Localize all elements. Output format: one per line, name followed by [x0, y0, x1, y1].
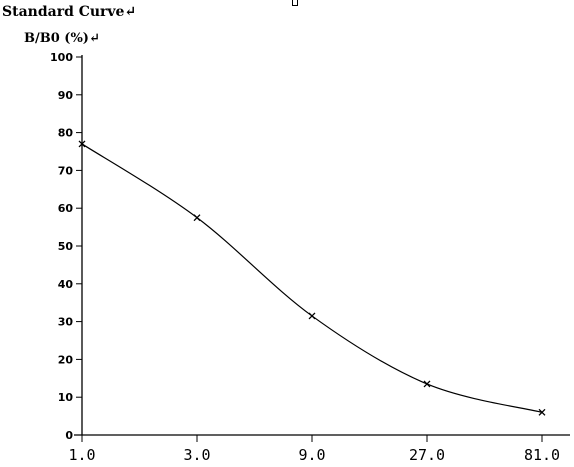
y-tick-label: 70 — [58, 164, 74, 177]
x-tick-label: 81.0 — [524, 446, 560, 464]
y-tick-label: 50 — [58, 240, 74, 253]
y-tick-label: 30 — [58, 316, 74, 329]
data-point — [309, 313, 315, 319]
y-ticks: 0 10 20 30 40 50 60 70 80 90 100 — [50, 51, 82, 442]
y-tick-label: 90 — [58, 89, 74, 102]
y-tick-label: 40 — [58, 278, 74, 291]
y-tick-label: 10 — [58, 391, 74, 404]
x-tick-label: 3.0 — [183, 446, 210, 464]
x-ticks: 1.0 3.0 9.0 27.0 81.0 — [68, 435, 560, 464]
x-tick-label: 9.0 — [298, 446, 325, 464]
x-tick-label: 1.0 — [68, 446, 95, 464]
y-tick-label: 60 — [58, 202, 74, 215]
y-tick-label: 20 — [58, 353, 74, 366]
axes — [74, 55, 570, 435]
data-point — [194, 215, 200, 221]
y-tick-label: 80 — [58, 127, 74, 140]
series-line — [82, 144, 542, 412]
data-point — [424, 381, 430, 387]
x-tick-label: 27.0 — [409, 446, 445, 464]
series-group — [79, 141, 545, 415]
y-tick-label: 0 — [65, 429, 73, 442]
y-tick-label: 100 — [50, 51, 73, 64]
